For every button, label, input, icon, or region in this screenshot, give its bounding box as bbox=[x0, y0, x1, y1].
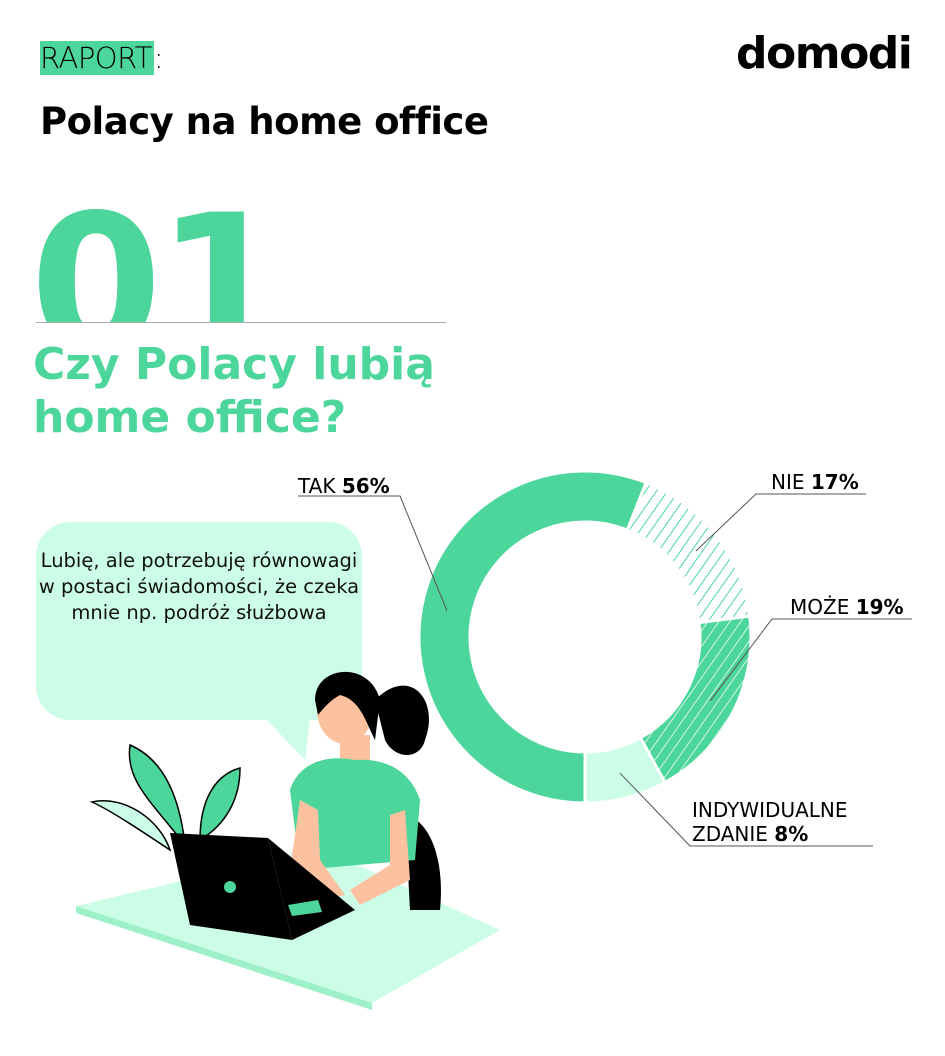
label-indywidualne: INDYWIDUALNE ZDANIE 8% bbox=[692, 798, 848, 846]
label-moze: MOŻE 19% bbox=[790, 595, 904, 619]
section-question: Czy Polacy lubią home office? bbox=[33, 339, 435, 443]
divider bbox=[36, 322, 446, 323]
label-tak-name: TAK bbox=[298, 474, 336, 498]
leader-line bbox=[298, 495, 448, 611]
label-nie-value: 17% bbox=[810, 470, 859, 494]
report-kicker: RAPORT: bbox=[40, 41, 164, 75]
donut-slice-może bbox=[638, 614, 753, 785]
leader-line bbox=[619, 772, 873, 847]
label-indyw-line1: INDYWIDUALNE bbox=[692, 798, 848, 822]
label-nie-name: NIE bbox=[771, 470, 805, 494]
label-moze-value: 19% bbox=[855, 595, 904, 619]
kicker-text: RAPORT bbox=[40, 41, 154, 75]
leader-line bbox=[709, 618, 912, 702]
page-title: Polacy na home office bbox=[40, 100, 489, 143]
kicker-colon: : bbox=[153, 41, 164, 75]
label-nie: NIE 17% bbox=[771, 470, 859, 494]
label-moze-name: MOŻE bbox=[790, 595, 850, 619]
donut-slice-indywidualne-zdanie bbox=[583, 735, 668, 805]
donut-slice-nie bbox=[625, 480, 752, 625]
label-indyw-line2: ZDANIE bbox=[692, 822, 768, 846]
speech-bubble bbox=[36, 522, 362, 720]
label-tak-value: 56% bbox=[341, 474, 390, 498]
section-number: 01 bbox=[30, 190, 283, 323]
quote-text: Lubię, ale potrzebuję równowagi w postac… bbox=[38, 549, 360, 624]
donut-slice-tak bbox=[417, 469, 649, 805]
leader-line bbox=[695, 493, 866, 552]
domodi-logo: domodi bbox=[736, 28, 913, 79]
label-indyw-value: 8% bbox=[774, 822, 809, 846]
label-tak: TAK 56% bbox=[298, 474, 390, 498]
